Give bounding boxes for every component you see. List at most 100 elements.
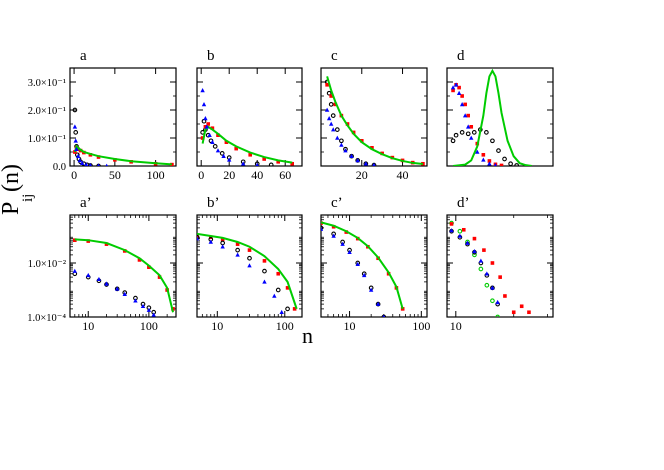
data-point	[457, 85, 461, 90]
x-tick-label: 10	[344, 319, 356, 333]
data-point	[86, 272, 91, 278]
data-point	[469, 125, 474, 129]
data-point	[451, 88, 455, 93]
data-point	[96, 276, 102, 282]
series-black	[449, 228, 501, 307]
data-point	[484, 271, 490, 276]
data-point	[276, 160, 280, 164]
data-point	[88, 163, 92, 166]
data-point	[462, 113, 468, 118]
data-point	[325, 83, 329, 87]
data-point	[514, 163, 520, 166]
series-blue	[72, 268, 156, 317]
data-point	[74, 146, 79, 151]
data-point	[382, 314, 386, 317]
series-line	[452, 68, 532, 166]
data-point	[219, 151, 225, 156]
data-point	[484, 282, 490, 288]
data-point	[331, 127, 336, 132]
data-point	[200, 88, 205, 93]
series-green	[449, 220, 500, 317]
data-point	[498, 275, 502, 279]
y-tick-label: 3.0×10⁻¹	[28, 78, 66, 89]
data-point	[73, 138, 78, 143]
data-point	[221, 153, 226, 158]
panel-label: d	[457, 48, 465, 64]
data-point	[328, 102, 334, 107]
series-line	[197, 232, 298, 310]
plot-area	[200, 88, 294, 166]
panel-label: c’	[331, 195, 343, 211]
data-point	[279, 309, 284, 315]
x-tick-label: 40	[397, 168, 409, 182]
panels: a 0 50 100 0.0 1.0×10⁻¹ 2.0×10⁻¹ 3.0×10⁻¹ b 0 20 40…	[27, 48, 554, 333]
data-point	[76, 147, 80, 151]
data-point	[499, 163, 504, 166]
minor-ticks	[446, 215, 553, 317]
data-point	[461, 227, 466, 232]
y-axis-title-main: P	[0, 202, 24, 215]
panel-a: a 0 50 100 0.0 1.0×10⁻¹ 2.0×10⁻¹ 3.0×10⁻¹	[28, 48, 177, 182]
x-tick-label: 100	[412, 319, 430, 333]
data-point	[220, 237, 225, 242]
data-point	[527, 310, 531, 315]
series-blue	[321, 226, 386, 317]
data-point	[210, 126, 215, 130]
data-point	[247, 255, 252, 261]
data-point	[235, 252, 240, 257]
series-blue	[450, 82, 498, 166]
data-point	[472, 236, 477, 241]
data-point	[210, 139, 215, 144]
data-point	[275, 287, 281, 293]
series-red	[325, 83, 425, 166]
data-point	[355, 261, 360, 267]
panel-c-prime: c’ 10 100	[320, 195, 430, 333]
data-point	[484, 130, 489, 135]
data-point	[326, 90, 332, 96]
data-point	[151, 312, 156, 317]
panel-d: d	[446, 48, 554, 167]
data-point	[234, 146, 238, 151]
data-point	[104, 281, 109, 286]
x-tick-label: 100	[276, 319, 294, 333]
y-tick-label: 1.0×10⁻²	[28, 259, 66, 270]
x-tick-label: 20	[223, 168, 235, 182]
y-axis-title-sub: ij	[20, 194, 36, 202]
data-point	[276, 271, 281, 276]
data-point	[220, 244, 225, 249]
y-tick-label: 1.0×10⁻¹	[28, 134, 66, 145]
plot-area	[72, 238, 175, 317]
data-point	[503, 294, 507, 298]
series-red	[449, 222, 531, 315]
data-point	[292, 307, 297, 311]
x-tick-label: 60	[279, 168, 291, 182]
data-point	[212, 144, 218, 149]
series-blue	[200, 88, 259, 166]
data-point	[272, 293, 277, 298]
x-tick-label: 100	[140, 319, 158, 333]
series-red	[200, 122, 294, 166]
panel-label: a	[80, 48, 87, 64]
data-point	[206, 122, 210, 126]
data-point	[466, 124, 471, 129]
data-point	[456, 90, 462, 95]
minor-ticks	[69, 215, 176, 317]
panel-c: c 20 40	[320, 48, 428, 182]
data-point	[370, 146, 374, 150]
series-blue	[72, 124, 108, 166]
panel-b: b 0 20 40 60	[196, 48, 303, 182]
data-point	[105, 163, 108, 166]
series-green	[326, 76, 424, 166]
data-point	[457, 228, 463, 234]
data-point	[203, 116, 208, 121]
x-tick-label: 0	[198, 168, 204, 182]
data-point	[215, 148, 221, 153]
data-point	[72, 124, 78, 129]
x-tick-label: 20	[356, 168, 368, 182]
data-point	[339, 138, 344, 144]
x-tick-label: 100	[147, 168, 165, 182]
data-point	[247, 248, 252, 252]
data-point	[241, 161, 246, 166]
data-point	[77, 158, 82, 163]
x-tick-label: 40	[251, 168, 263, 182]
